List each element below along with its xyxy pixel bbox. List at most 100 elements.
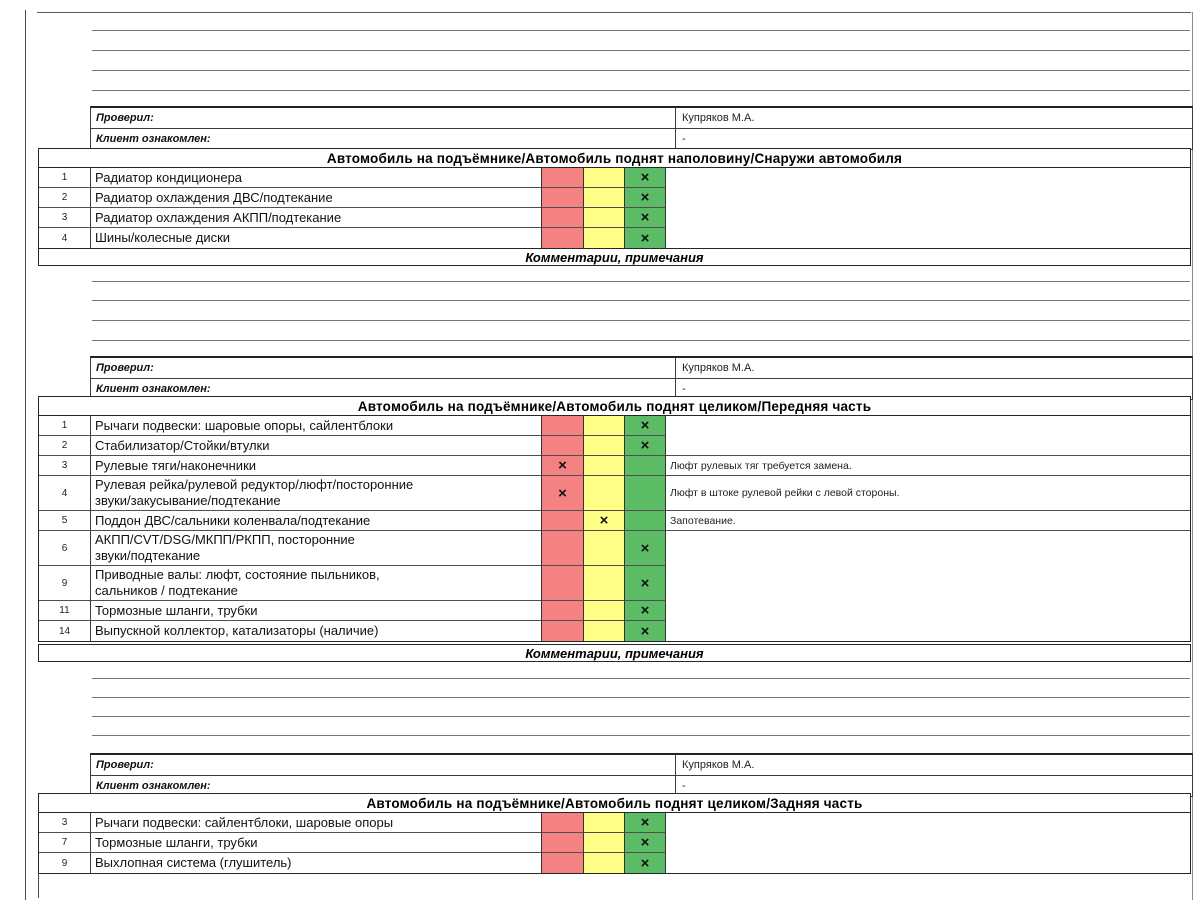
blank-comment-line[interactable] [92, 320, 1190, 321]
status-cell-red[interactable] [541, 188, 583, 208]
row-number: 1 [39, 168, 91, 188]
client-value[interactable]: - [675, 129, 1192, 149]
status-cell-green[interactable]: × [624, 436, 666, 456]
blank-comment-line[interactable] [92, 281, 1190, 282]
section-rear-part: Автомобиль на подъёмнике/Автомобиль подн… [38, 793, 1191, 874]
status-cell-red[interactable] [541, 168, 583, 188]
row-comment-cell[interactable] [666, 813, 1190, 833]
inspector-label: Проверил: [96, 759, 154, 771]
status-cell-yellow[interactable] [583, 531, 624, 566]
client-row: Клиент ознакомлен: - [91, 775, 1192, 796]
status-cell-yellow[interactable] [583, 456, 624, 476]
row-number: 3 [39, 208, 91, 228]
status-cell-yellow[interactable] [583, 168, 624, 188]
status-cell-red[interactable] [541, 813, 583, 833]
status-cell-yellow[interactable] [583, 188, 624, 208]
client-value[interactable]: - [675, 379, 1192, 399]
row-comment-cell[interactable] [666, 228, 1190, 248]
inspector-row: Проверил: Купряков М.А. [91, 358, 1192, 378]
status-cell-green[interactable]: × [624, 601, 666, 621]
row-comment-cell[interactable] [666, 436, 1190, 456]
row-number: 7 [39, 833, 91, 853]
client-value[interactable]: - [675, 776, 1192, 796]
status-cell-green[interactable]: × [624, 228, 666, 248]
status-cell-green[interactable] [624, 456, 666, 476]
row-comment-cell[interactable] [666, 416, 1190, 436]
status-cell-red[interactable]: × [541, 456, 583, 476]
blank-comment-line[interactable] [92, 678, 1190, 679]
blank-comment-line[interactable] [92, 735, 1190, 736]
blank-comment-line[interactable] [92, 90, 1190, 91]
status-cell-yellow[interactable] [583, 813, 624, 833]
row-number: 4 [39, 228, 91, 248]
status-cell-yellow[interactable] [583, 476, 624, 511]
row-comment-cell[interactable]: Люфт рулевых тяг требуется замена. [666, 456, 1190, 476]
client-label: Клиент ознакомлен: [96, 383, 211, 395]
inspector-value[interactable]: Купряков М.А. [675, 108, 1192, 128]
inspector-value[interactable]: Купряков М.А. [675, 755, 1192, 775]
status-cell-green[interactable]: × [624, 853, 666, 873]
status-cell-yellow[interactable] [583, 436, 624, 456]
row-item-name: Рычаги подвески: сайлентблоки, шаровые о… [91, 813, 541, 833]
row-comment-cell[interactable] [666, 566, 1190, 601]
section-rows: 1 Рычаги подвески: шаровые опоры, сайлен… [39, 416, 1190, 641]
status-cell-red[interactable] [541, 208, 583, 228]
row-comment-cell[interactable] [666, 621, 1190, 641]
status-cell-red[interactable] [541, 436, 583, 456]
row-comment-cell[interactable] [666, 853, 1190, 873]
status-cell-yellow[interactable] [583, 601, 624, 621]
blank-comment-line[interactable] [92, 340, 1190, 341]
status-cell-yellow[interactable]: × [583, 511, 624, 531]
status-cell-red[interactable] [541, 621, 583, 641]
row-comment-cell[interactable] [666, 188, 1190, 208]
status-cell-yellow[interactable] [583, 228, 624, 248]
status-cell-green[interactable]: × [624, 813, 666, 833]
status-cell-green[interactable]: × [624, 833, 666, 853]
table-row: 1 Радиатор кондиционера × [39, 168, 1190, 188]
inspector-value[interactable]: Купряков М.А. [675, 358, 1192, 378]
status-cell-green[interactable]: × [624, 208, 666, 228]
blank-comment-line[interactable] [92, 697, 1190, 698]
status-cell-yellow[interactable] [583, 416, 624, 436]
status-cell-green[interactable]: × [624, 531, 666, 566]
status-cell-green[interactable] [624, 476, 666, 511]
blank-comment-line[interactable] [92, 716, 1190, 717]
blank-comment-line[interactable] [92, 300, 1190, 301]
status-cell-green[interactable]: × [624, 168, 666, 188]
table-border-stub [38, 873, 39, 898]
status-cell-red[interactable] [541, 566, 583, 601]
row-comment-cell[interactable] [666, 531, 1190, 566]
row-comment-cell[interactable] [666, 601, 1190, 621]
row-number: 1 [39, 416, 91, 436]
row-comment-cell[interactable]: Люфт в штоке рулевой рейки с левой сторо… [666, 476, 1190, 511]
row-comment-cell[interactable] [666, 833, 1190, 853]
table-row: 3 Рулевые тяги/наконечники × Люфт рулевы… [39, 456, 1190, 476]
status-cell-red[interactable] [541, 511, 583, 531]
status-cell-yellow[interactable] [583, 621, 624, 641]
section-title: Автомобиль на подъёмнике/Автомобиль подн… [39, 397, 1190, 416]
row-comment-cell[interactable] [666, 208, 1190, 228]
status-cell-red[interactable] [541, 833, 583, 853]
status-cell-red[interactable]: × [541, 476, 583, 511]
status-cell-green[interactable]: × [624, 566, 666, 601]
inspector-block: Проверил: Купряков М.А. Клиент ознакомле… [90, 753, 1193, 797]
row-comment-cell[interactable] [666, 168, 1190, 188]
status-cell-yellow[interactable] [583, 853, 624, 873]
comments-header: Комментарии, примечания [38, 644, 1191, 662]
status-cell-red[interactable] [541, 531, 583, 566]
status-cell-green[interactable] [624, 511, 666, 531]
status-cell-red[interactable] [541, 228, 583, 248]
status-cell-red[interactable] [541, 601, 583, 621]
row-comment-cell[interactable]: Запотевание. [666, 511, 1190, 531]
status-cell-yellow[interactable] [583, 833, 624, 853]
status-cell-yellow[interactable] [583, 566, 624, 601]
status-cell-red[interactable] [541, 853, 583, 873]
status-cell-green[interactable]: × [624, 188, 666, 208]
blank-comment-line[interactable] [92, 70, 1190, 71]
blank-comment-line[interactable] [92, 30, 1190, 31]
status-cell-yellow[interactable] [583, 208, 624, 228]
status-cell-green[interactable]: × [624, 621, 666, 641]
blank-comment-line[interactable] [92, 50, 1190, 51]
status-cell-green[interactable]: × [624, 416, 666, 436]
status-cell-red[interactable] [541, 416, 583, 436]
